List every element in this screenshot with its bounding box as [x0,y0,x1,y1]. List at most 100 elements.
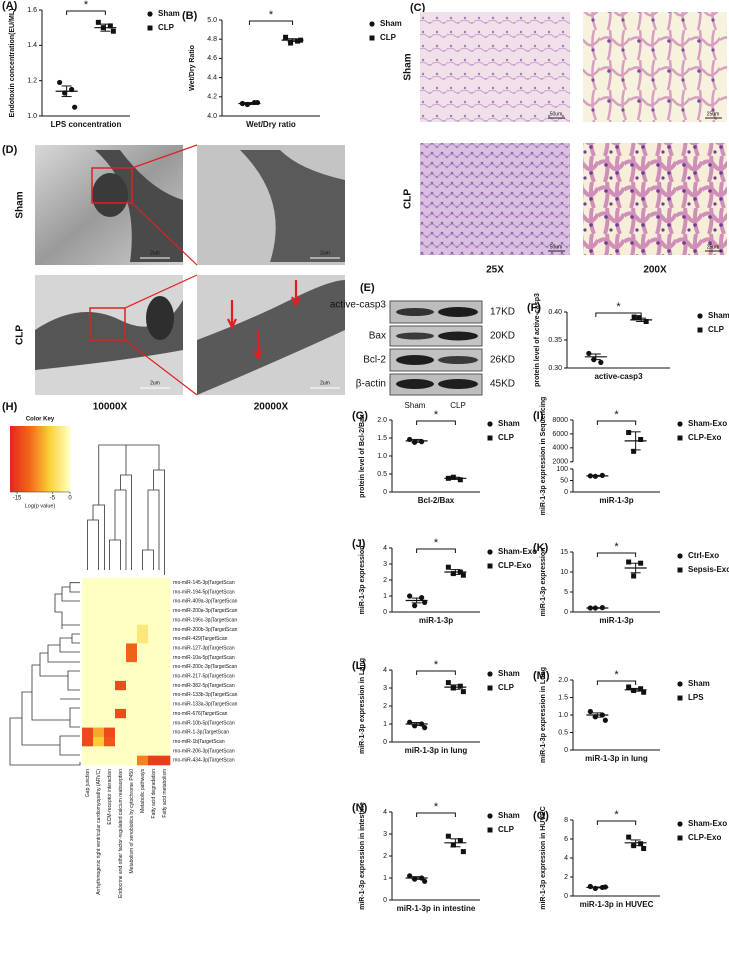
significance-bracket [416,812,456,817]
data-point [445,680,451,686]
heatmap-cell [159,699,171,710]
column-label: Metabolism of xenobiotics by cytochrome … [129,769,135,874]
heatmap-cell [93,718,105,728]
heatmap-cell [104,718,116,728]
heatmap-cell [104,755,116,766]
column-label: ECM-receptor interaction [107,769,113,825]
data-point [283,34,289,40]
y-tick-label: 0 [564,893,568,900]
row-label: rno-miR-1b|TargetScan [173,739,225,745]
heatmap-cell [126,755,138,766]
heatmap-cell [115,671,127,682]
lane-label: Sham [405,401,426,410]
legend-marker [697,313,703,319]
data-point [626,559,632,565]
heatmap-cell [148,578,160,588]
heatmap-cell [126,699,138,710]
heatmap-cell [137,643,149,654]
heatmap-cell [159,718,171,728]
row-label: rno-miR-133a-3p|TargetScan [173,702,238,708]
heatmap-cell [82,671,94,682]
heatmap-cell [126,746,138,756]
significance-label: * [614,409,619,421]
x-axis-label: LPS concentration [51,120,122,129]
significance-label: * [614,809,619,821]
heatmap-cell [82,587,94,597]
y-tick-label: 6000 [552,431,568,438]
heatmap-cell [82,624,94,635]
row-label: rno-miR-217-5p|TargetScan [173,674,235,680]
significance-label: * [434,801,439,813]
size-label: 45KD [490,379,515,390]
y-tick-label: 0.30 [548,365,562,372]
y-tick-label: 1 [383,721,387,728]
heatmap-cell [82,662,94,672]
data-point [587,708,593,715]
heatmap-cell [115,690,127,700]
legend-label: Sham [380,19,402,28]
legend-marker [487,685,493,691]
y-tick-label: 6 [564,836,568,843]
y-tick-label: 0 [383,897,387,904]
y-axis-label: Wet/Dry Ratio [189,45,196,91]
column-label: Gap junction [85,769,91,797]
heatmap-cell [137,606,149,616]
legend-marker [677,567,683,573]
heatmap-cell [137,755,149,766]
legend-marker [369,35,375,41]
heatmap-cell [93,587,105,597]
y-tick-label: 4.4 [207,74,217,81]
heatmap-cell [93,755,105,766]
heatmap-cell [148,587,160,597]
scale-bars [548,117,722,252]
heatmap-cell [137,699,149,710]
x-axis-label: miR-1-3p [599,616,633,625]
colorkey-tick-label: -5 [50,496,56,502]
significance-bracket [66,10,106,15]
row-label: Sham [15,191,26,218]
heatmap-cell [159,652,171,663]
dendrogram [9,444,165,766]
heatmap-cell [148,746,160,756]
significance-label: * [614,669,619,681]
y-tick-label: 3 [383,831,387,838]
legend-marker [677,821,683,827]
heatmap-cell [104,634,116,644]
heatmap-cell [104,671,116,682]
heatmap-cell [104,587,116,597]
data-point [641,846,647,851]
heatmap-cell [159,596,171,607]
scale-bar-label: 25um [707,111,720,117]
row-label: rno-miR-206-3p|TargetScan [173,748,235,754]
data-point [638,841,644,847]
data-point [626,430,632,436]
data-point [412,603,418,609]
heatmap-cell [93,746,105,756]
legend-marker [487,435,493,441]
legend-marker [487,813,493,819]
panel-label: (H) [2,401,18,413]
column-label: Metabolic pathways [140,769,146,813]
row-label: rno-miR-200a-3p|TargetScan [173,608,238,614]
y-tick-label: 2 [383,853,387,860]
significance-label: * [84,0,89,11]
heatmap-cell [137,624,149,635]
panel-label: (O) [533,810,549,822]
y-axis-label: miR-1-3p expression in intestine [359,802,366,910]
heatmap-cell [82,690,94,700]
y-tick-label: 50 [560,477,568,484]
legend-marker [677,421,683,427]
y-tick-label: 4 [383,667,387,674]
x-axis-label: miR-1-3p in HUVEC [580,900,654,909]
heatmap-cell [104,652,116,663]
data-point [422,599,428,606]
heatmap-cell [82,718,94,728]
heatmap-cell [93,643,105,654]
data-point [72,104,78,110]
significance-bracket [416,548,456,553]
scale-bar-label: 50um [550,111,563,117]
significance-label: * [434,537,439,549]
x-axis-label: Bcl-2/Bax [418,496,455,505]
legend-marker [487,549,493,555]
heatmap-cell [148,662,160,672]
